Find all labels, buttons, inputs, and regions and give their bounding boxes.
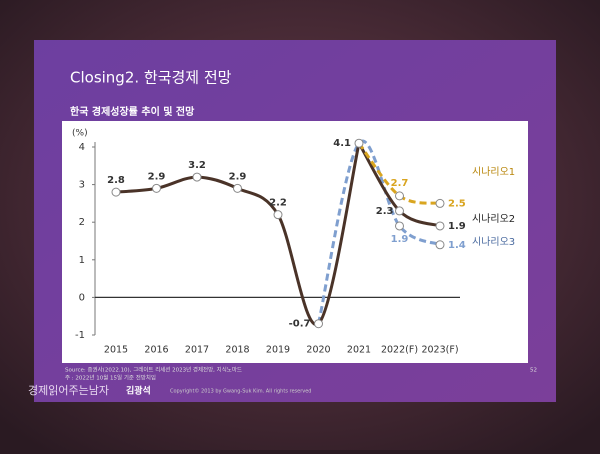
x-tick-label: 2016 bbox=[144, 345, 168, 356]
x-tick-label: 2017 bbox=[185, 345, 209, 356]
data-label: 3.2 bbox=[188, 160, 206, 171]
note: 주 : 2022년 10월 15일 기준 전망치임 bbox=[65, 374, 156, 382]
x-tick-label: 2015 bbox=[104, 345, 128, 356]
y-tick-label: 3 bbox=[79, 180, 85, 191]
x-tick-label: 2020 bbox=[306, 345, 330, 356]
point-marker bbox=[273, 210, 283, 220]
data-label: 2.9 bbox=[148, 171, 166, 182]
point-marker bbox=[233, 183, 242, 193]
data-label: 2.3 bbox=[376, 206, 394, 217]
x-tick-label: 2018 bbox=[225, 345, 249, 356]
data-label: 2.7 bbox=[391, 178, 409, 189]
data-label: 4.1 bbox=[333, 138, 351, 149]
point-marker bbox=[354, 138, 364, 148]
y-tick-label: 2 bbox=[79, 217, 85, 228]
copyright: Copyright© 2013 by Gwang-Suk Kim. All ri… bbox=[170, 388, 311, 395]
y-tick-label: 4 bbox=[79, 142, 85, 153]
point-marker bbox=[395, 206, 404, 216]
point-marker bbox=[192, 172, 202, 182]
point-marker bbox=[314, 319, 323, 329]
brand: 경제읽어주는남자 bbox=[28, 384, 109, 397]
data-label: 1.9 bbox=[448, 221, 466, 232]
data-label: 2.2 bbox=[269, 198, 287, 209]
source: Source: 증권사(2022.10), 그레이트 리세션 2023년 경제전… bbox=[65, 366, 242, 374]
y-tick-label: 1 bbox=[79, 255, 85, 266]
legend-label: 시나리오1 bbox=[472, 166, 515, 178]
slide-title: Closing2. 한국경제 전망 bbox=[70, 69, 232, 87]
data-label: 2.5 bbox=[448, 198, 466, 209]
data-label: 2.8 bbox=[107, 175, 125, 186]
series-line bbox=[317, 139, 441, 325]
x-tick-label: 2019 bbox=[266, 345, 290, 356]
point-marker bbox=[395, 221, 404, 231]
data-label: 2.9 bbox=[229, 171, 247, 182]
point-marker bbox=[395, 191, 404, 201]
x-tick-label: 2023(F) bbox=[421, 345, 458, 356]
point-marker bbox=[435, 198, 445, 208]
chart-panel bbox=[62, 121, 528, 363]
plot: -1 0 1 2 3 4 2015 2016 2017 2018 2019 2020 2021 2022(… bbox=[75, 138, 515, 355]
point-marker bbox=[111, 187, 121, 197]
data-label: 1.9 bbox=[391, 234, 409, 245]
data-label: -0.7 bbox=[289, 319, 311, 330]
point-marker bbox=[435, 221, 445, 231]
point-marker bbox=[435, 240, 445, 250]
x-tick-label: 2022(F) bbox=[381, 345, 418, 356]
legend-label: 시나리오2 bbox=[472, 213, 515, 225]
chart-title: 한국 경제성장률 추이 및 전망 bbox=[70, 105, 195, 118]
page-number: 52 bbox=[530, 368, 537, 374]
y-tick-label: -1 bbox=[75, 330, 85, 341]
x-tick-label: 2021 bbox=[347, 345, 371, 356]
author: 김광석 bbox=[126, 385, 151, 397]
data-label: 1.4 bbox=[448, 240, 466, 251]
point-marker bbox=[152, 183, 161, 193]
legend-label: 시나리오3 bbox=[472, 236, 515, 248]
y-tick-label: 0 bbox=[79, 292, 85, 303]
y-label: (%) bbox=[72, 129, 88, 139]
